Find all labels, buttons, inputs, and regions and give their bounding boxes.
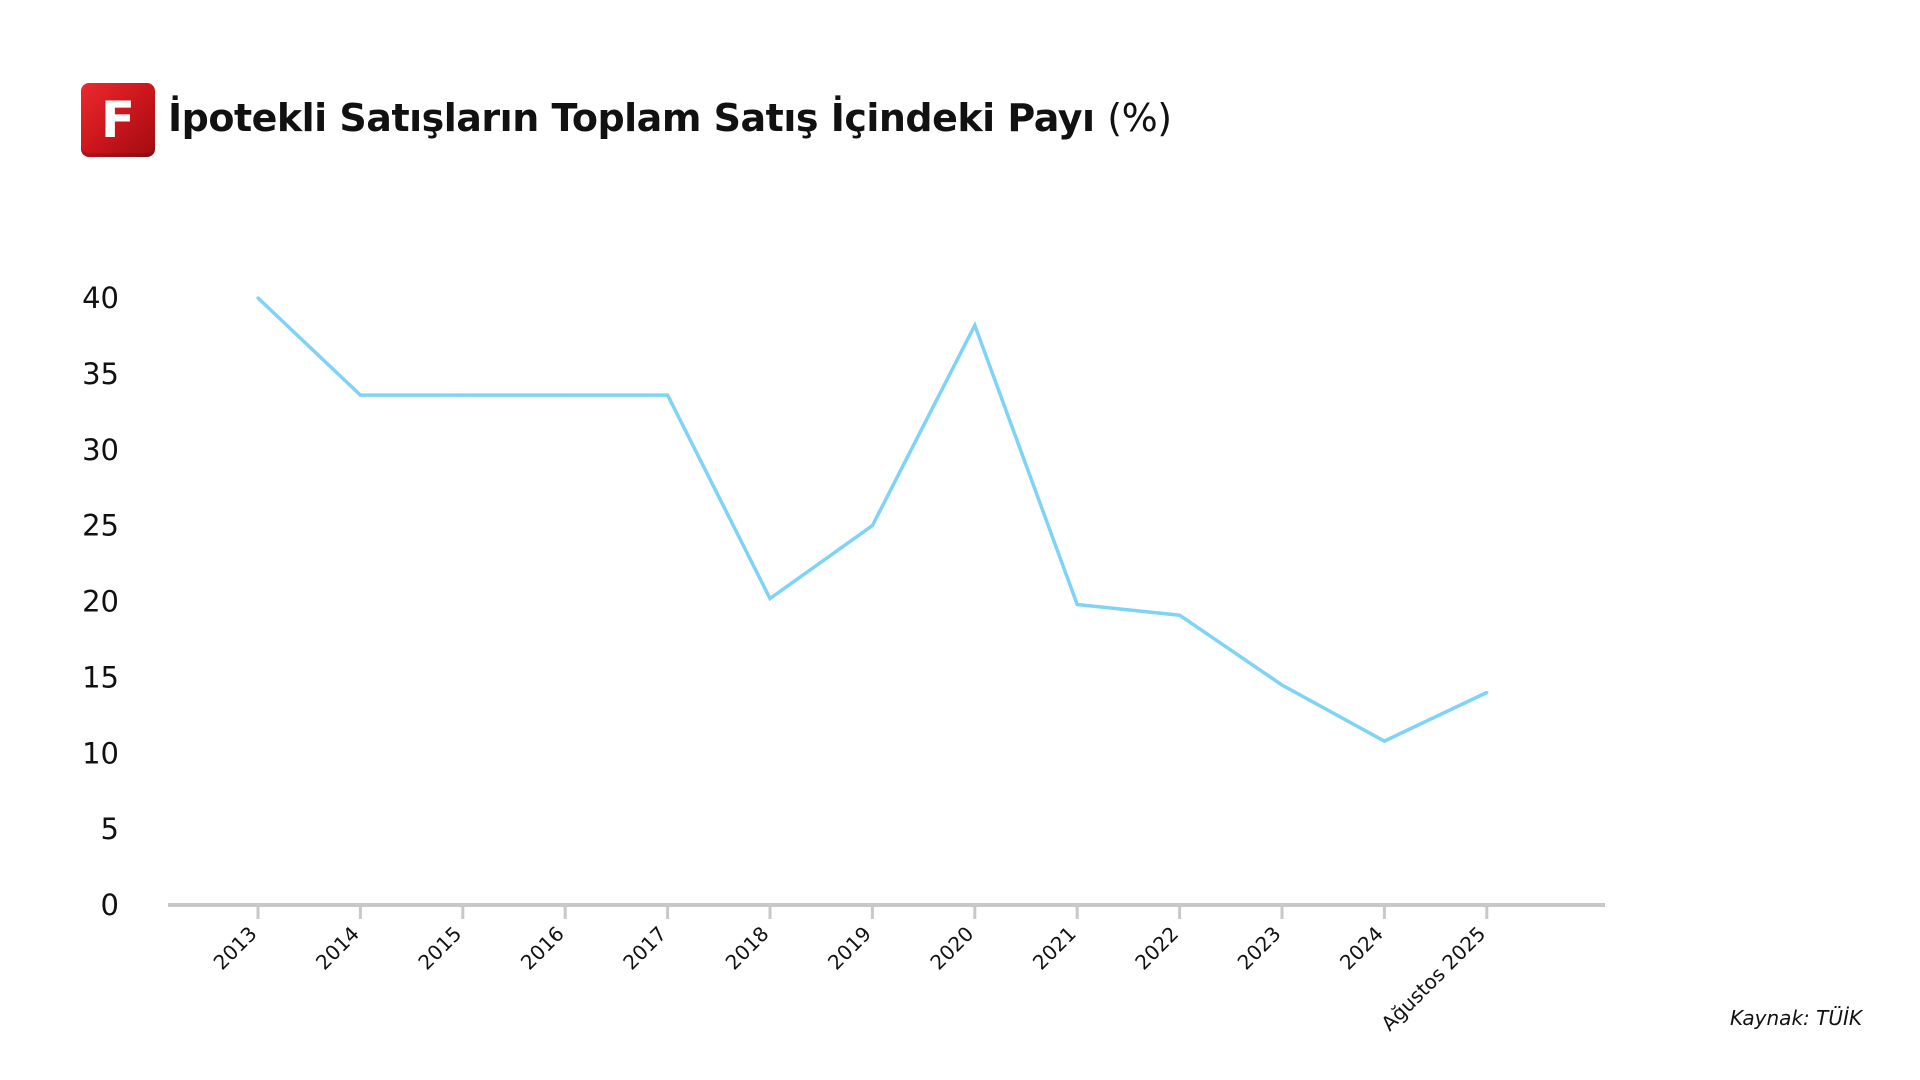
x-axis: 2013 2014 2015 2016 2017 2018 2019 2020 2021 2022…	[168, 903, 1605, 1036]
chart-title: İpotekli Satışların Toplam Satış İçindek…	[168, 92, 1172, 144]
data-point	[563, 393, 567, 397]
x-tick-label: 2021	[1028, 922, 1081, 975]
data-point	[461, 393, 465, 397]
y-tick-label: 10	[82, 736, 119, 770]
y-tick-label: 40	[82, 281, 119, 315]
chart-title-main: İpotekli Satışların Toplam Satış İçindek…	[168, 96, 1095, 140]
y-tick-label: 5	[101, 812, 119, 846]
y-tick-label: 0	[101, 888, 119, 922]
data-point	[1485, 690, 1489, 695]
data-point	[256, 296, 260, 300]
logo: F	[81, 83, 155, 157]
series-group	[256, 296, 1489, 744]
data-point	[666, 393, 670, 397]
y-axis-tick-labels: 0 5 10 15 20 25 30 35 40	[82, 281, 119, 922]
x-tick-label: 2015	[413, 922, 466, 975]
x-tick-label: 2014	[311, 922, 364, 975]
y-tick-label: 25	[82, 509, 119, 543]
data-point	[973, 323, 977, 327]
x-tick-label: 2022	[1130, 922, 1183, 975]
y-tick-label: 20	[82, 585, 119, 619]
data-point	[870, 524, 875, 528]
x-tick-label: 2018	[721, 922, 774, 975]
x-tick-label: 2024	[1335, 922, 1388, 975]
data-point	[358, 393, 362, 397]
chart-title-unit: (%)	[1107, 96, 1172, 140]
x-tick-label: 2019	[823, 922, 876, 975]
y-tick-label: 15	[82, 660, 119, 694]
data-point	[1382, 739, 1386, 743]
x-tick-label: Ağustos 2025	[1376, 922, 1490, 1036]
x-tick-label: 2013	[209, 922, 262, 975]
data-point	[1075, 602, 1079, 607]
x-tick-label: 2017	[618, 922, 671, 975]
x-tick-label: 2016	[516, 922, 569, 975]
x-tick-label: 2023	[1233, 922, 1286, 975]
source-note: Kaynak: TÜİK	[1730, 1006, 1862, 1030]
y-tick-label: 35	[82, 357, 119, 391]
data-point	[1280, 683, 1284, 687]
data-point	[1178, 613, 1182, 617]
x-tick-label: 2020	[925, 922, 978, 975]
logo-letter: F	[100, 91, 136, 149]
data-point	[768, 596, 772, 601]
y-tick-label: 30	[82, 433, 119, 467]
series-line	[256, 296, 1488, 744]
